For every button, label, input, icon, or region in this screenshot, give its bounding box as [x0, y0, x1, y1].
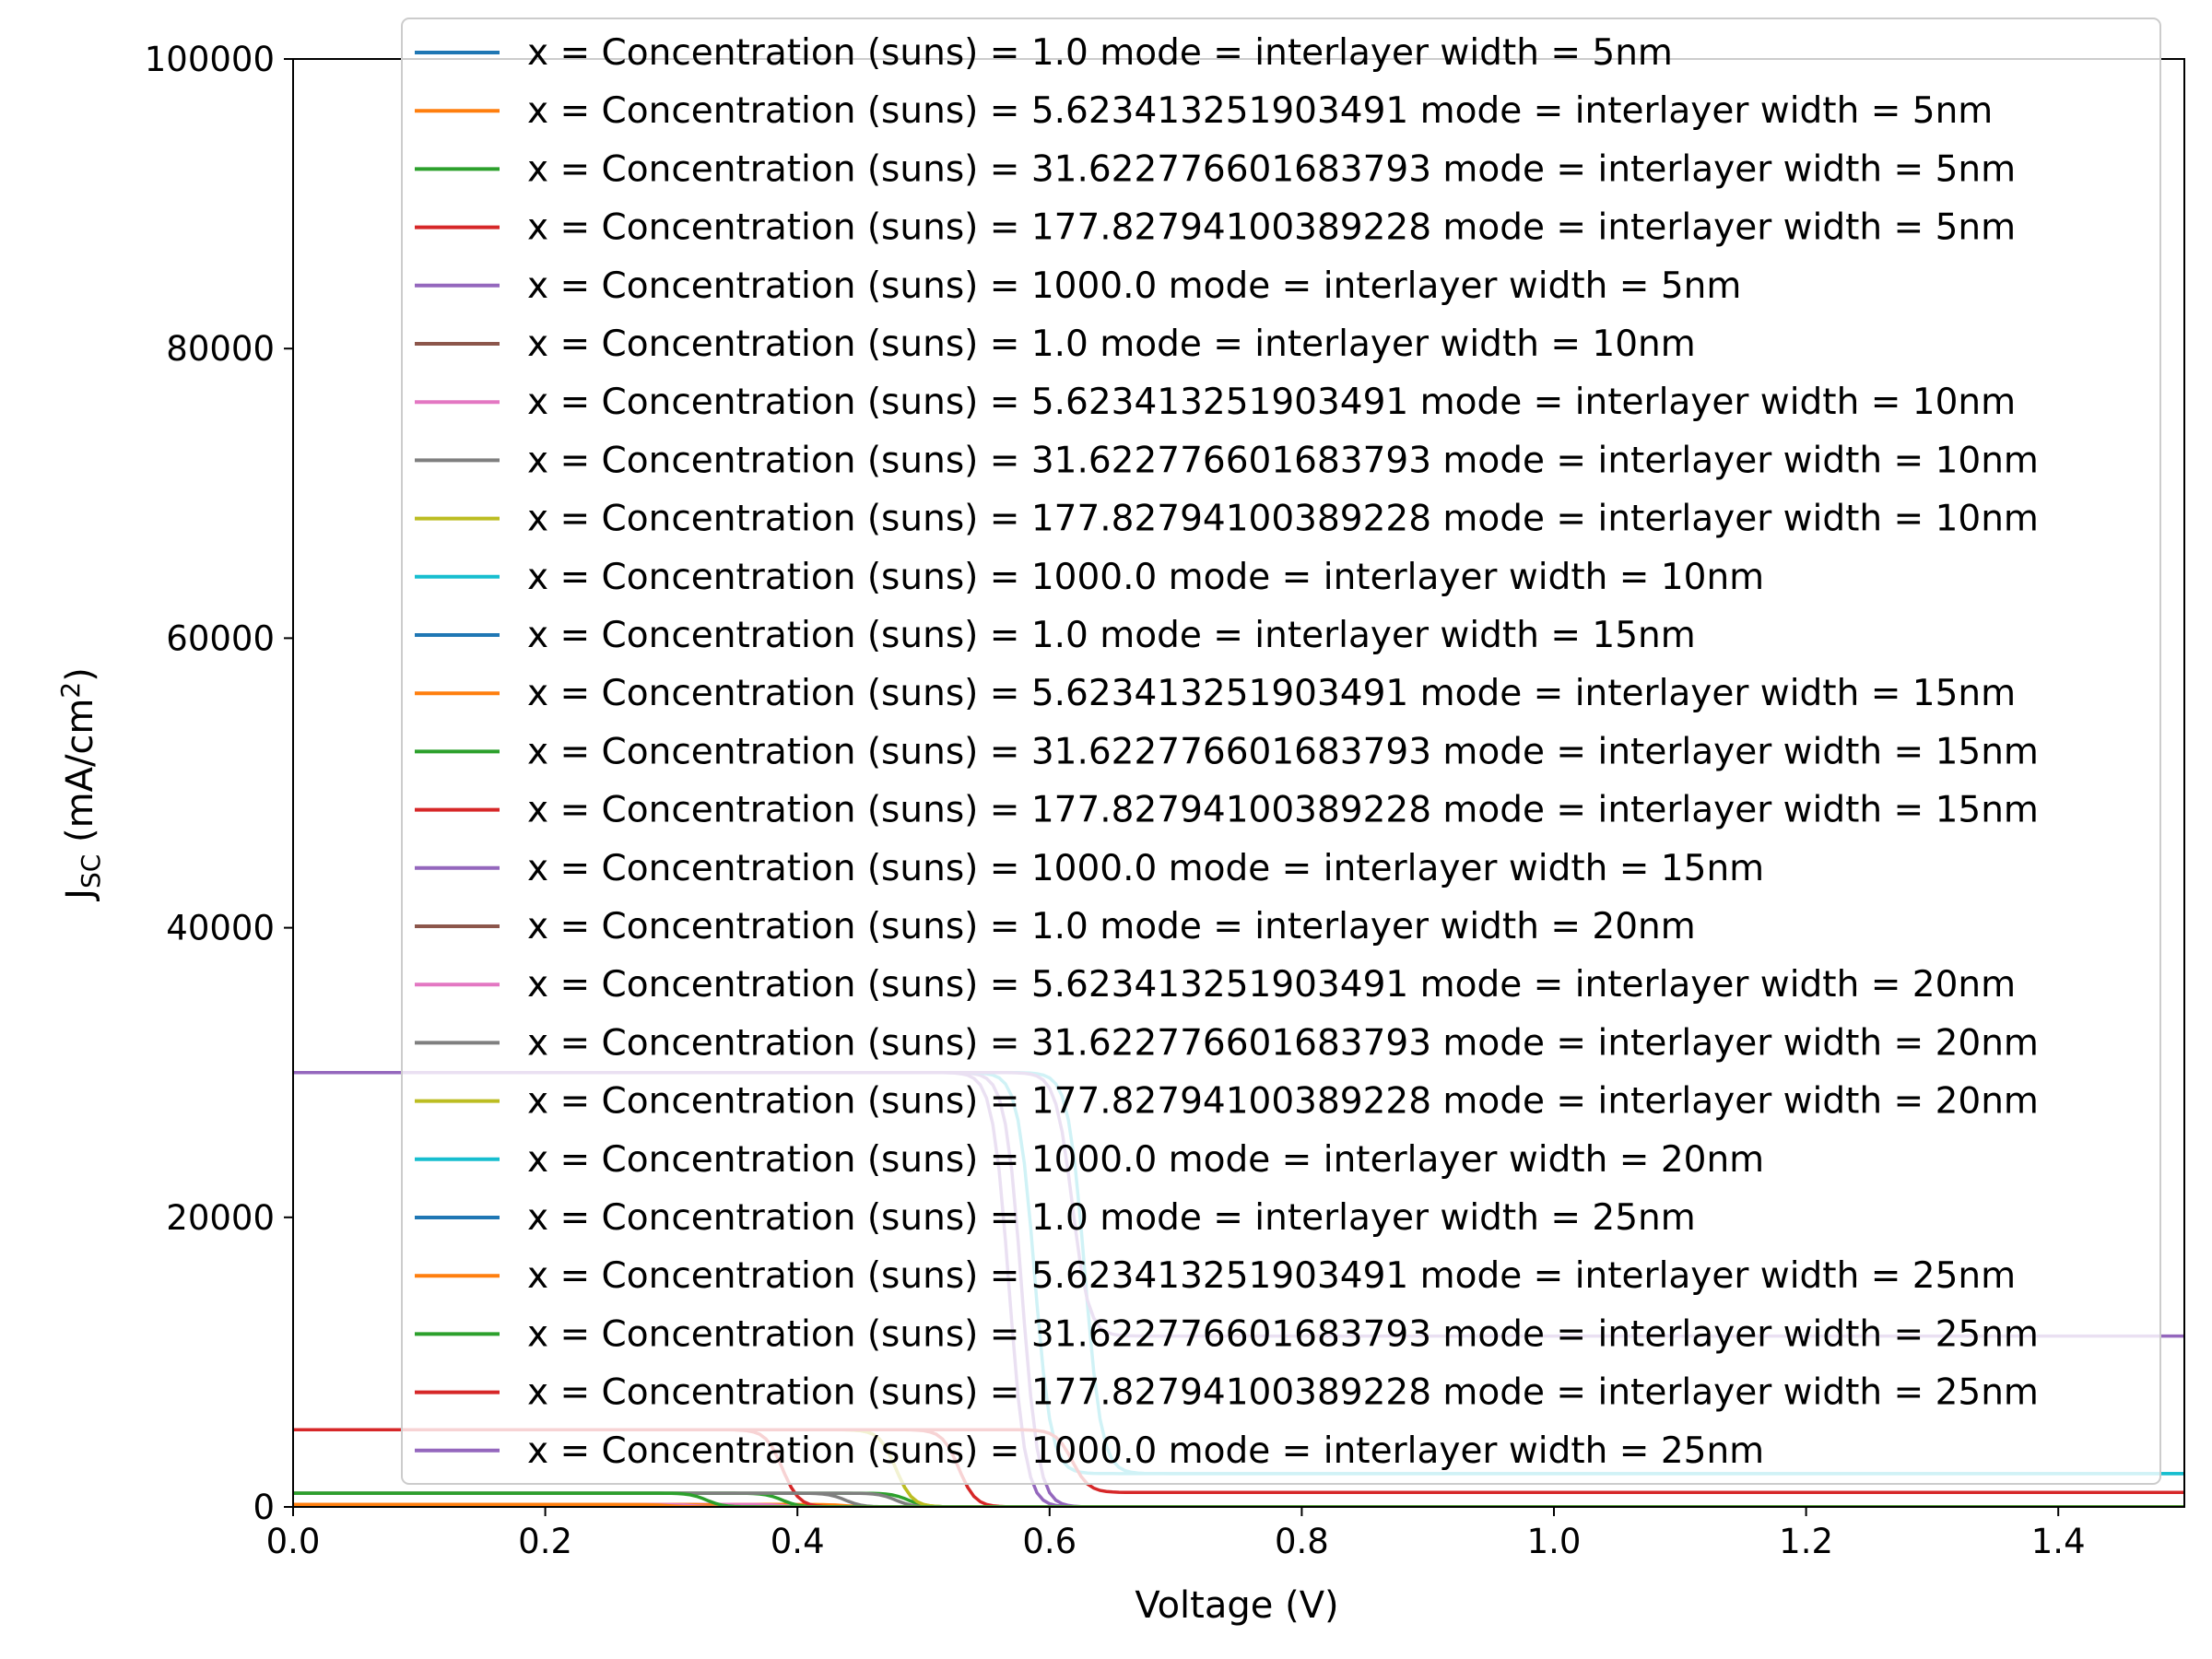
- y-tick-label: 20000: [166, 1198, 275, 1238]
- legend-label: x = Concentration (suns) = 1.0 mode = in…: [527, 906, 1696, 947]
- legend-label: x = Concentration (suns) = 177.827941003…: [527, 1372, 2039, 1414]
- legend-frame: [401, 18, 2161, 1485]
- x-tick-label: 1.0: [1527, 1522, 1582, 1561]
- x-tick-label: 0.2: [518, 1522, 572, 1561]
- legend-label: x = Concentration (suns) = 177.827941003…: [527, 207, 2016, 249]
- legend-label: x = Concentration (suns) = 31.6227766016…: [527, 440, 2039, 481]
- legend-label: x = Concentration (suns) = 31.6227766016…: [527, 1313, 2039, 1355]
- x-tick-label: 0.6: [1022, 1522, 1077, 1561]
- series-line: [293, 1502, 2184, 1507]
- legend-label: x = Concentration (suns) = 1000.0 mode =…: [527, 557, 1764, 598]
- legend-label: x = Concentration (suns) = 5.62341325190…: [527, 673, 2016, 714]
- y-axis-label: JSC (mA/cm2): [55, 667, 106, 902]
- x-tick-label: 1.4: [2031, 1522, 2086, 1561]
- x-tick-label: 0.4: [771, 1522, 825, 1561]
- legend-label: x = Concentration (suns) = 5.62341325190…: [527, 964, 2016, 1006]
- legend: x = Concentration (suns) = 1.0 mode = in…: [401, 18, 2161, 1485]
- y-tick-label: 40000: [166, 909, 275, 948]
- y-tick-label: 60000: [166, 618, 275, 658]
- legend-label: x = Concentration (suns) = 5.62341325190…: [527, 1255, 2016, 1297]
- x-axis-label: Voltage (V): [1135, 1584, 1338, 1627]
- x-tick-label: 0.8: [1275, 1522, 1329, 1561]
- legend-label: x = Concentration (suns) = 1.0 mode = in…: [527, 32, 1673, 74]
- y-tick-label: 100000: [145, 40, 275, 79]
- y-axis: 0 20000 40000 60000 80000 100000: [145, 40, 293, 1527]
- legend-label: x = Concentration (suns) = 5.62341325190…: [527, 382, 2016, 423]
- legend-label: x = Concentration (suns) = 1000.0 mode =…: [527, 1430, 1764, 1472]
- legend-label: x = Concentration (suns) = 31.6227766016…: [527, 731, 2039, 772]
- legend-label: x = Concentration (suns) = 177.827941003…: [527, 1081, 2039, 1123]
- legend-label: x = Concentration (suns) = 177.827941003…: [527, 790, 2039, 831]
- legend-label: x = Concentration (suns) = 1000.0 mode =…: [527, 265, 1741, 307]
- legend-label: x = Concentration (suns) = 177.827941003…: [527, 499, 2039, 540]
- legend-label: x = Concentration (suns) = 5.62341325190…: [527, 90, 1993, 132]
- x-axis: 0.0 0.2 0.4 0.6 0.8 1.0 1.2 1.4: [266, 1507, 2086, 1561]
- legend-label: x = Concentration (suns) = 1.0 mode = in…: [527, 1197, 1696, 1239]
- x-tick-label: 1.2: [1779, 1522, 1833, 1561]
- y-tick-label: 80000: [166, 329, 275, 369]
- legend-label: x = Concentration (suns) = 1.0 mode = in…: [527, 324, 1696, 365]
- legend-label: x = Concentration (suns) = 31.6227766016…: [527, 1022, 2039, 1064]
- legend-label: x = Concentration (suns) = 31.6227766016…: [527, 148, 2016, 190]
- series-line: [293, 1491, 2184, 1507]
- legend-label: x = Concentration (suns) = 1.0 mode = in…: [527, 615, 1696, 656]
- legend-label: x = Concentration (suns) = 1000.0 mode =…: [527, 848, 1764, 889]
- legend-label: x = Concentration (suns) = 1000.0 mode =…: [527, 1139, 1764, 1181]
- y-tick-label: 0: [253, 1488, 275, 1527]
- x-tick-label: 0.0: [266, 1522, 321, 1561]
